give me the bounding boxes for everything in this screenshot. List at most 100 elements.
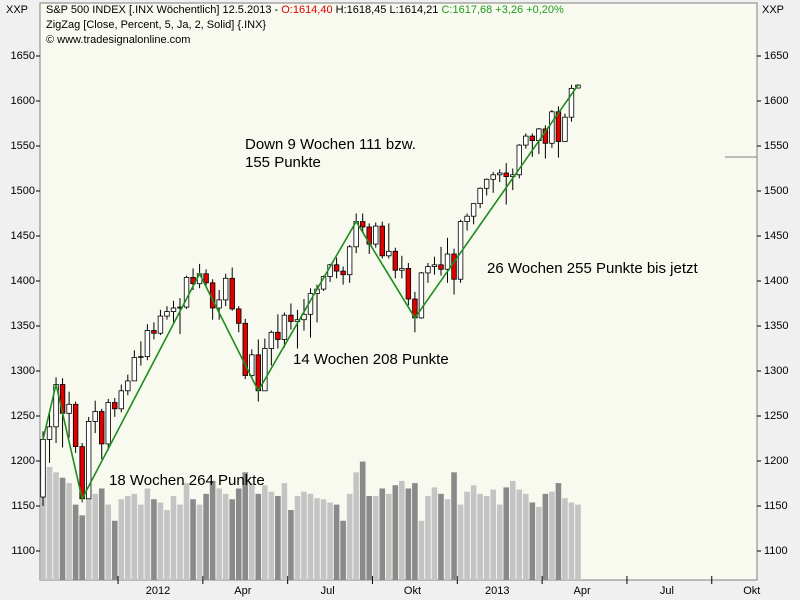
candle-body <box>268 331 275 349</box>
volume-bar <box>242 472 249 580</box>
candle-body <box>170 307 177 312</box>
volume-bar <box>353 472 359 580</box>
candle-body <box>275 331 281 340</box>
y-tick-label-left: 1550 <box>11 140 35 152</box>
volume-bar <box>444 499 451 580</box>
volume-bar <box>340 520 346 580</box>
volume-bar <box>523 493 529 580</box>
volume-bar <box>222 493 229 580</box>
y-tick-label-right: 1250 <box>764 410 788 422</box>
volume-bar <box>268 491 275 580</box>
candle-body <box>431 264 438 267</box>
high-text: H:1618,45 <box>336 4 387 16</box>
candle-body <box>144 330 151 358</box>
volume-bar <box>327 502 333 580</box>
y-tick-label-right: 1550 <box>764 140 788 152</box>
open-text: O:1614,40 <box>281 4 332 16</box>
y-tick-label-left: 1250 <box>11 410 35 422</box>
candle-body <box>438 264 444 270</box>
copyright: © www.tradesignalonline.com <box>46 34 190 46</box>
volume-bar <box>209 480 216 580</box>
candle-body <box>262 348 268 392</box>
candle-body <box>105 402 111 445</box>
x-tick-label: Apr <box>574 585 591 597</box>
date: 12.5.2013 - <box>223 4 279 16</box>
volume-bar <box>516 489 523 580</box>
y-tick-label-right: 1350 <box>764 320 788 332</box>
annotation: 155 Punkte <box>245 154 321 171</box>
volume-bar <box>412 483 418 580</box>
volume-bar <box>301 491 307 580</box>
volume-bar <box>555 483 562 580</box>
volume-bar <box>40 477 46 580</box>
volume-bar <box>164 510 170 580</box>
zigzag-line <box>42 84 579 502</box>
candle-body <box>99 411 105 445</box>
volume-bar <box>399 480 405 580</box>
volume-bar <box>509 480 516 580</box>
volume-bar <box>255 493 262 580</box>
volume-bar <box>431 487 438 580</box>
candle-body <box>125 380 131 392</box>
volume-bar <box>542 493 549 580</box>
volume-bar <box>151 499 157 580</box>
y-tick-label-left: 1600 <box>11 95 35 107</box>
annotation: 26 Wochen 255 Punkte bis jetzt <box>487 260 699 277</box>
candle-body <box>333 264 340 272</box>
volume-bar <box>131 493 138 580</box>
candle-body <box>236 308 242 324</box>
indicator: ZigZag [Close, Percent, 5, Ja, 2, Solid]… <box>46 19 266 31</box>
candle-body <box>359 221 366 228</box>
volume-bar <box>294 496 301 580</box>
left-axis-label: XXP <box>6 4 28 16</box>
volume-bar <box>144 488 151 580</box>
candle-body <box>562 116 568 142</box>
candle-body <box>216 299 222 309</box>
candle-body <box>249 354 255 376</box>
candle-body <box>451 253 457 280</box>
x-tick-label: Jul <box>660 585 674 597</box>
x-tick-label: 2012 <box>146 585 170 597</box>
volume-bar <box>346 493 353 580</box>
header: S&P 500 INDEX [.INX Wöchentlich] 12.5.20… <box>46 4 564 16</box>
annotation: Down 9 Wochen 111 bzw. <box>245 136 416 153</box>
y-tick-label-left: 1350 <box>11 320 35 332</box>
volume-bar <box>183 483 190 580</box>
y-tick-label-left: 1300 <box>11 365 35 377</box>
volume-bar <box>229 499 236 580</box>
volume-bar <box>125 496 131 580</box>
volume-bar <box>418 520 425 580</box>
candle-body <box>483 178 490 189</box>
candle-body <box>118 390 124 410</box>
volume-bar <box>177 504 183 580</box>
volume-bar <box>262 485 268 580</box>
volume-bar <box>72 504 79 580</box>
y-tick-label-left: 1450 <box>11 230 35 242</box>
volume-bar <box>379 488 386 580</box>
candle-body <box>549 111 555 144</box>
x-tick-label: Jul <box>321 585 335 597</box>
volume-bar <box>196 504 203 580</box>
candle-body <box>444 253 451 270</box>
candle-body <box>470 203 477 217</box>
volume-bar <box>490 489 496 580</box>
candle-body <box>497 172 503 176</box>
candle-body <box>242 322 248 376</box>
candle-body <box>405 267 412 300</box>
y-tick-label-right: 1450 <box>764 230 788 242</box>
volume-bar <box>275 496 281 580</box>
volume-bar <box>53 472 59 580</box>
volume-bar <box>451 472 457 580</box>
volume-bar <box>105 504 112 580</box>
volume-bar <box>216 488 222 580</box>
y-tick-label-left: 1200 <box>11 455 35 467</box>
volume-bar <box>385 493 392 580</box>
volume-bar <box>320 499 327 580</box>
right-axis-label: XXP <box>762 4 784 16</box>
candle-body <box>203 273 209 284</box>
candle-body <box>92 411 98 422</box>
candle-body <box>477 187 483 205</box>
y-tick-label-left: 1500 <box>11 185 35 197</box>
volume-bar <box>562 498 568 580</box>
